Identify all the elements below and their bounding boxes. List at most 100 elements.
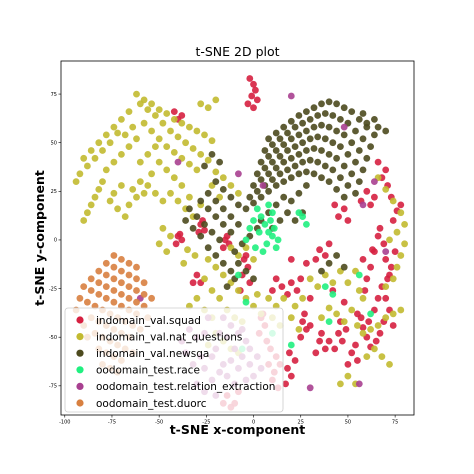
scatter-point-s0-p66 bbox=[372, 337, 380, 345]
scatter-point-s0-p53 bbox=[338, 337, 346, 345]
legend-box bbox=[64, 307, 284, 413]
scatter-point-s2-p144 bbox=[291, 217, 299, 224]
scatter-point-s2-p27 bbox=[352, 127, 359, 135]
scatter-point-s1-p142 bbox=[382, 186, 390, 193]
scatter-point-s0-p98 bbox=[367, 201, 374, 209]
scatter-point-s2-p51 bbox=[299, 139, 306, 147]
scatter-point-s0-p89 bbox=[389, 217, 397, 224]
scatter-point-s2-p143 bbox=[303, 182, 310, 189]
scatter-point-s1-p16 bbox=[174, 133, 182, 141]
scatter-point-s2-p162 bbox=[382, 127, 390, 135]
scatter-point-s2-p81 bbox=[291, 162, 299, 170]
scatter-point-s2-p61 bbox=[257, 176, 265, 184]
scatter-point-s1-p175 bbox=[163, 248, 171, 256]
scatter-point-s1-p125 bbox=[348, 306, 356, 314]
scatter-point-s2-p29 bbox=[367, 143, 374, 151]
scatter-point-s2-p152 bbox=[333, 252, 340, 259]
scatter-point-s2-p44 bbox=[363, 154, 371, 162]
scatter-point-s0-p57 bbox=[348, 349, 356, 357]
scatter-point-s3-p16 bbox=[246, 224, 254, 232]
scatter-point-s2-p41 bbox=[340, 131, 348, 139]
scatter-point-s0-p65 bbox=[365, 318, 373, 325]
scatter-point-s0-p116 bbox=[272, 275, 280, 283]
legend-marker-3 bbox=[76, 366, 84, 374]
x-tick-label-7: 75 bbox=[392, 420, 398, 426]
scatter-point-s1-p27 bbox=[186, 160, 193, 168]
scatter-point-s1-p50 bbox=[99, 178, 106, 186]
scatter-point-s4-p45 bbox=[306, 384, 314, 392]
scatter-point-s3-p4 bbox=[269, 232, 276, 240]
scatter-point-s5-p33 bbox=[84, 298, 91, 306]
scatter-point-s5-p14 bbox=[125, 283, 133, 290]
scatter-point-s5-p17 bbox=[87, 275, 95, 283]
scatter-point-s2-p0 bbox=[265, 135, 272, 143]
scatter-point-s1-p91 bbox=[219, 271, 227, 279]
scatter-point-s3-p19 bbox=[303, 221, 310, 228]
scatter-point-s2-p78 bbox=[269, 176, 276, 184]
scatter-point-s1-p51 bbox=[95, 186, 103, 193]
scatter-point-s1-p8 bbox=[193, 127, 201, 135]
scatter-point-s1-p18 bbox=[189, 145, 197, 152]
scatter-point-s1-p172 bbox=[159, 224, 167, 232]
scatter-point-s2-p22 bbox=[314, 112, 322, 119]
scatter-point-s0-p119 bbox=[170, 108, 178, 115]
scatter-point-s1-p69 bbox=[178, 182, 186, 189]
scatter-point-s2-p90 bbox=[242, 205, 250, 213]
scatter-point-s3-p21 bbox=[321, 283, 329, 290]
scatter-point-s1-p2 bbox=[148, 100, 156, 108]
scatter-point-s0-p114 bbox=[189, 279, 197, 287]
scatter-point-s1-p153 bbox=[306, 275, 314, 283]
scatter-point-s0-p109 bbox=[287, 279, 295, 287]
scatter-point-s1-p40 bbox=[84, 162, 91, 170]
scatter-point-s1-p131 bbox=[382, 314, 390, 322]
scatter-point-s0-p108 bbox=[325, 240, 333, 248]
legend-label-0: indomain_val.squad bbox=[96, 315, 201, 327]
scatter-point-s1-p43 bbox=[129, 123, 137, 131]
scatter-point-s4-p36 bbox=[259, 182, 267, 189]
scatter-point-s2-p158 bbox=[363, 119, 371, 127]
scatter-point-s1-p17 bbox=[182, 139, 190, 147]
scatter-point-s1-p37 bbox=[106, 139, 114, 147]
scatter-point-s4-p37 bbox=[235, 170, 242, 178]
scatter-point-s0-p44 bbox=[297, 333, 305, 341]
scatter-point-s2-p49 bbox=[284, 147, 291, 154]
scatter-point-s0-p50 bbox=[318, 329, 325, 337]
scatter-point-s2-p63 bbox=[272, 164, 280, 172]
scatter-point-s0-p129 bbox=[306, 294, 314, 302]
scatter-point-s1-p32 bbox=[102, 131, 110, 139]
scatter-point-s1-p154 bbox=[314, 283, 322, 290]
scatter-point-s0-p49 bbox=[312, 349, 320, 357]
y-tick-label-1: -50 bbox=[49, 335, 57, 341]
scatter-point-s2-p25 bbox=[337, 116, 344, 123]
legend-marker-5 bbox=[76, 399, 84, 407]
scatter-point-s2-p161 bbox=[374, 123, 382, 131]
scatter-point-s2-p119 bbox=[201, 221, 208, 228]
scatter-point-s1-p118 bbox=[291, 302, 299, 310]
scatter-point-s2-p57 bbox=[344, 151, 352, 158]
legend-label-3: oodomain_test.race bbox=[96, 365, 200, 377]
scatter-point-s0-p106 bbox=[321, 252, 329, 259]
scatter-point-s2-p117 bbox=[227, 228, 235, 236]
scatter-point-s3-p12 bbox=[274, 236, 282, 244]
scatter-point-s2-p151 bbox=[325, 259, 333, 267]
x-tick-label-2: -50 bbox=[155, 420, 163, 426]
scatter-point-s2-p84 bbox=[314, 158, 322, 166]
scatter-point-s2-p115 bbox=[212, 213, 220, 221]
scatter-point-s0-p102 bbox=[340, 205, 348, 213]
scatter-point-s2-p118 bbox=[193, 213, 201, 221]
scatter-point-s0-p47 bbox=[316, 337, 323, 345]
scatter-point-s2-p86 bbox=[329, 166, 337, 174]
legend-label-5: oodomain_test.duorc bbox=[96, 398, 207, 410]
scatter-point-s3-p9 bbox=[267, 217, 274, 224]
scatter-point-s0-p110 bbox=[293, 287, 301, 294]
y-axis-label: t-SNE y-component bbox=[32, 170, 47, 306]
scatter-point-s1-p21 bbox=[140, 119, 148, 127]
legend-marker-0 bbox=[76, 316, 84, 324]
scatter-point-s2-p32 bbox=[272, 147, 280, 154]
scatter-point-s2-p156 bbox=[216, 158, 224, 166]
scatter-point-s2-p62 bbox=[265, 170, 272, 178]
y-tick-label-3: 0 bbox=[54, 238, 57, 244]
scatter-point-s2-p70 bbox=[325, 151, 333, 158]
scatter-point-s1-p13 bbox=[152, 112, 159, 119]
scatter-point-s1-p58 bbox=[106, 197, 114, 205]
